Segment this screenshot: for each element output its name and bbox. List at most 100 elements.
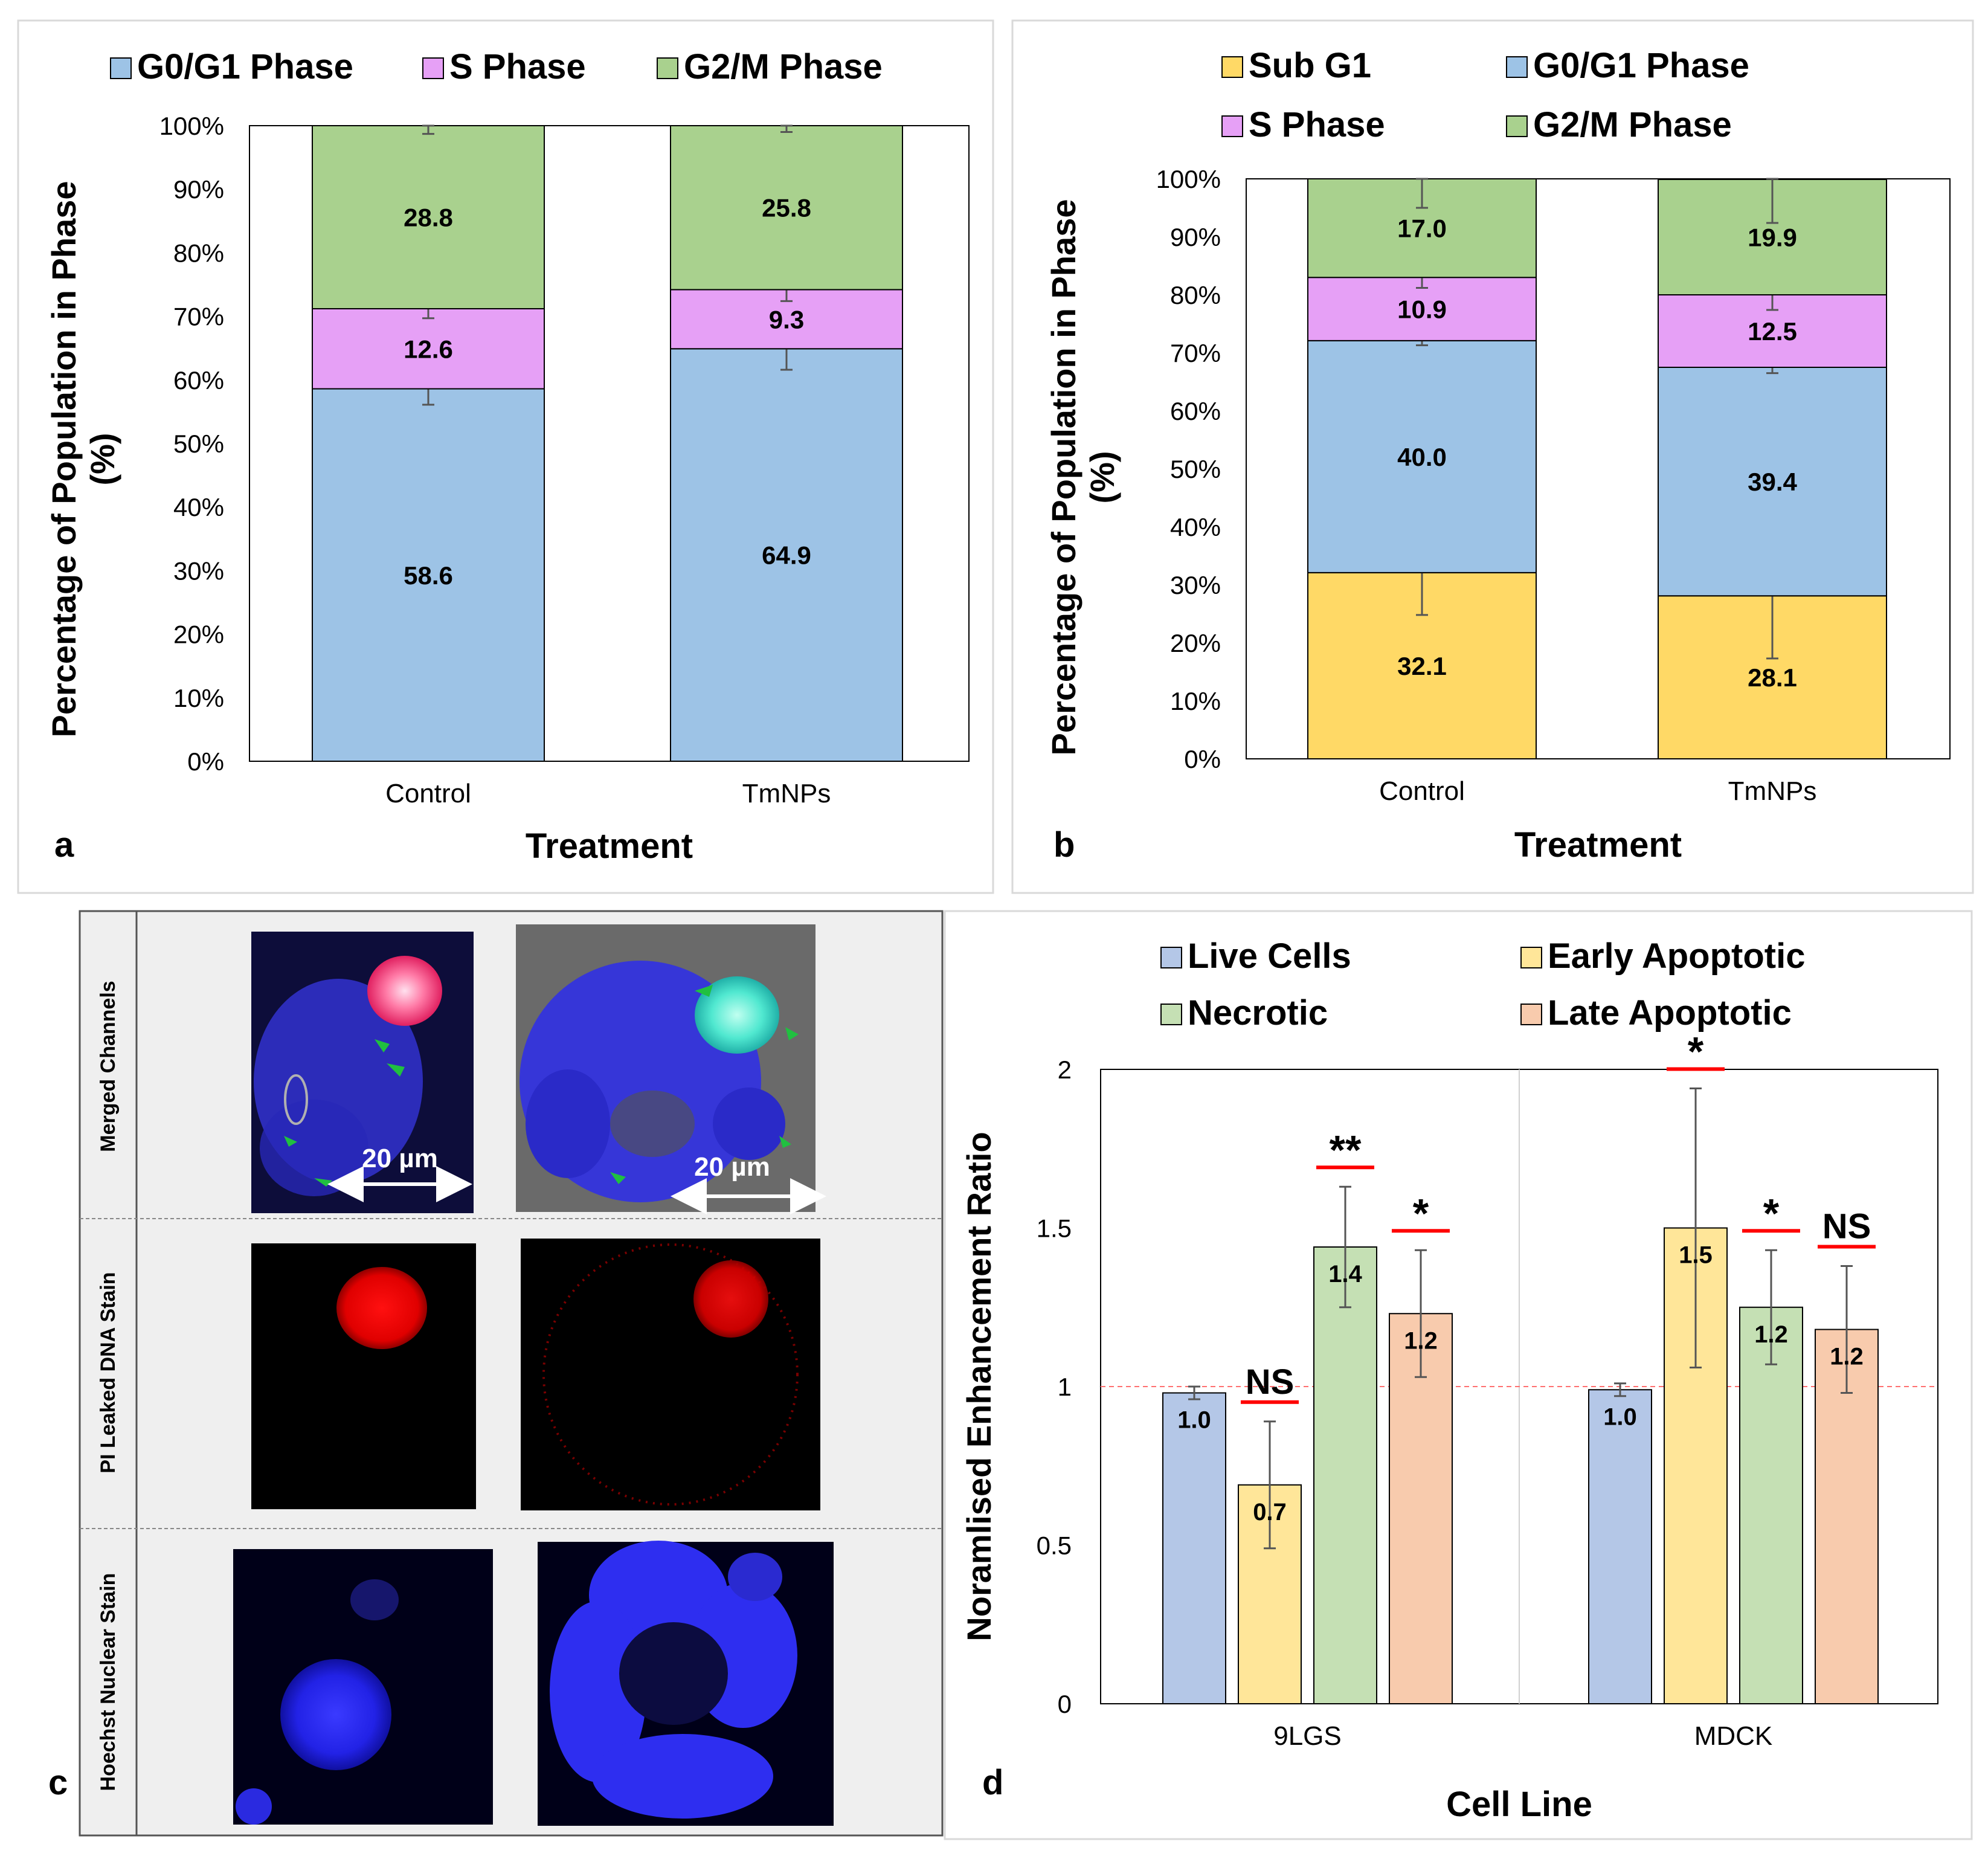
legend-label: Late Apoptotic	[1548, 993, 1792, 1033]
legend-swatch	[1221, 115, 1243, 137]
y-tick-label: 40%	[1170, 513, 1221, 541]
data-label: 32.1	[1397, 652, 1447, 680]
data-label: 1.2	[1754, 1321, 1788, 1348]
y-tick-label: 50%	[173, 430, 224, 458]
y-tick-label: 30%	[173, 556, 224, 585]
y-tick-label: 30%	[1170, 571, 1221, 599]
legend-label: Early Apoptotic	[1548, 936, 1805, 976]
panel-a-chart: 0% 10% 20% 30% 40% 50% 60% 70% 80% 90% 100% 58.6 12.…	[45, 47, 970, 866]
y-axis-label-line: (%)	[83, 433, 121, 485]
significance-marker: *	[1763, 1190, 1780, 1236]
y-tick-label: 0	[1058, 1690, 1072, 1718]
bar	[1389, 1313, 1453, 1704]
y-tick-label: 70%	[1170, 339, 1221, 367]
data-label: 39.4	[1748, 468, 1797, 496]
data-label: 12.5	[1748, 317, 1797, 346]
legend-label: S Phase	[1249, 105, 1385, 144]
data-label: 58.6	[404, 561, 453, 590]
bar-segment	[312, 125, 545, 309]
merged-image-right	[516, 924, 826, 1214]
legend-swatch	[1520, 947, 1542, 968]
x-tick-label: TmNPs	[1728, 776, 1817, 806]
legend-label: Necrotic	[1188, 993, 1328, 1033]
x-tick-label: Control	[1379, 776, 1465, 806]
panel-label-d: d	[982, 1763, 1003, 1802]
data-label: 19.9	[1748, 223, 1797, 251]
data-label: 0.7	[1253, 1499, 1287, 1526]
data-label: 1.0	[1177, 1407, 1211, 1434]
significance-marker: NS	[1822, 1207, 1871, 1246]
data-label: 9.3	[769, 305, 804, 334]
x-axis-label: Cell Line	[1446, 1785, 1592, 1824]
legend-label: Live Cells	[1188, 936, 1351, 976]
data-label: 10.9	[1397, 295, 1447, 324]
bar-segment	[670, 125, 903, 291]
significance-marker: NS	[1246, 1362, 1295, 1402]
significance-marker: *	[1688, 1029, 1704, 1075]
data-label: 25.8	[762, 194, 811, 222]
panel-label-a: a	[54, 825, 74, 865]
panel-label-c: c	[48, 1763, 68, 1802]
x-tick-label: TmNPs	[742, 779, 831, 808]
data-label: 1.0	[1603, 1403, 1637, 1430]
legend-label: G0/G1 Phase	[137, 47, 353, 86]
y-tick-label: 100%	[159, 112, 224, 140]
row-label-pi: PI Leaked DNA Stain	[97, 1272, 120, 1473]
legend-label: G0/G1 Phase	[1533, 46, 1749, 85]
data-label: 1.2	[1404, 1327, 1438, 1354]
scale-bar-label-right: 20 µm	[694, 1152, 770, 1182]
legend-swatch	[1160, 1004, 1182, 1025]
data-label: 17.0	[1397, 214, 1447, 243]
legend-swatch	[1520, 1004, 1542, 1025]
y-tick-label: 10%	[173, 684, 224, 712]
y-axis-label-line: Percentage of Population in Phase	[1044, 199, 1082, 755]
data-label: 1.2	[1830, 1344, 1864, 1370]
y-tick-label: 1	[1058, 1373, 1072, 1401]
legend-label: Sub G1	[1249, 46, 1371, 85]
legend-label: G2/M Phase	[1533, 105, 1732, 144]
y-tick-label: 90%	[1170, 223, 1221, 251]
panel-label-b: b	[1054, 825, 1075, 865]
row-label-hoechst: Hoechst Nuclear Stain	[97, 1573, 120, 1791]
y-tick-label: 80%	[173, 239, 224, 267]
y-tick-label: 1.5	[1037, 1214, 1072, 1243]
legend-swatch	[1506, 56, 1528, 78]
bar-segment	[1307, 340, 1537, 573]
pi-image-right	[521, 1239, 820, 1510]
legend-label: S Phase	[449, 47, 586, 86]
hoechst-image-right	[538, 1541, 834, 1826]
x-axis-label: Treatment	[1514, 825, 1682, 865]
merged-image-left	[251, 932, 474, 1213]
data-label: 1.5	[1679, 1242, 1713, 1269]
data-label: 28.1	[1748, 663, 1797, 692]
y-tick-label: 0%	[187, 747, 224, 776]
data-label: 12.6	[404, 335, 453, 363]
bar-segment	[312, 308, 545, 390]
scale-bar-label-left: 20 µm	[362, 1144, 438, 1173]
y-tick-label: 90%	[173, 175, 224, 204]
y-tick-label: 100%	[1156, 165, 1221, 193]
legend-swatch	[110, 57, 132, 79]
y-tick-label: 60%	[1170, 397, 1221, 425]
data-label: 40.0	[1397, 443, 1447, 471]
bar-segment	[1658, 367, 1887, 597]
y-tick-label: 2	[1058, 1055, 1072, 1084]
y-tick-label: 70%	[173, 303, 224, 331]
significance-marker: **	[1330, 1127, 1362, 1173]
legend-swatch	[1506, 115, 1528, 137]
bar	[1588, 1389, 1652, 1704]
x-tick-label: Control	[385, 779, 471, 808]
legend-label: G2/M Phase	[684, 47, 883, 86]
y-axis-label-line: (%)	[1083, 451, 1121, 503]
bar-segment	[670, 348, 903, 762]
y-tick-label: 60%	[173, 366, 224, 395]
bar	[1162, 1392, 1226, 1704]
x-tick-label: 9LGS	[1273, 1721, 1342, 1751]
panel-b-chart: 0% 10% 20% 30% 40% 50% 60% 70% 80% 90% 100% 32.1 40.…	[1044, 46, 1951, 865]
panel-d-chart: 0 0.5 1 1.5 2 1.0 0.7 NS 1.4 ** 1.2 * 9LGS 1.0 1.5 * 1.2…	[960, 936, 1938, 1824]
data-label: 1.4	[1328, 1261, 1362, 1287]
x-tick-label: MDCK	[1694, 1721, 1773, 1751]
data-label: 28.8	[404, 203, 453, 231]
y-tick-label: 40%	[173, 493, 224, 521]
